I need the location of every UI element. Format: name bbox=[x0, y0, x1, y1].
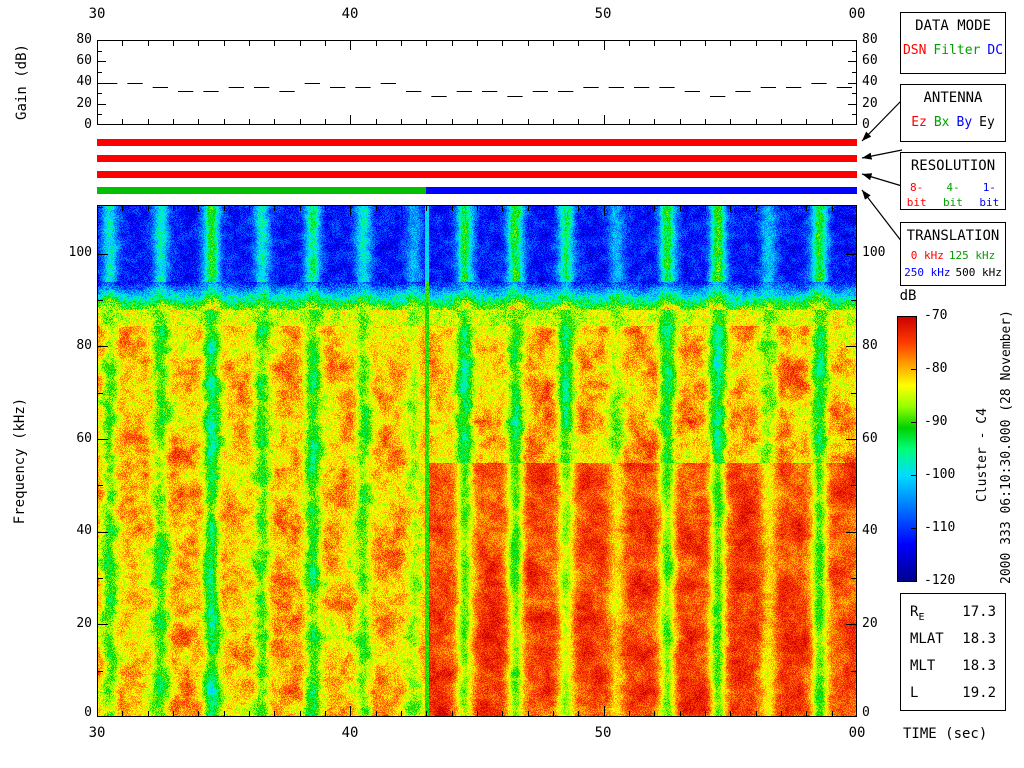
freq-ytick-100-r: 100 bbox=[862, 245, 886, 260]
freq-ytick-0-r: 0 bbox=[862, 705, 870, 720]
gain-ytick-80-l: 80 bbox=[76, 32, 92, 47]
date-label: 2000 333 06:10:30.000 (28 November) bbox=[999, 310, 1014, 584]
antenna-ey: Ey bbox=[979, 115, 995, 130]
info-row-l: L 19.2 bbox=[901, 680, 1005, 707]
cb-tick--100: -100 bbox=[924, 467, 956, 482]
gain-ytick-80-r: 80 bbox=[862, 32, 878, 47]
gain-ytick-60-l: 60 bbox=[76, 53, 92, 68]
resolution-box: RESOLUTION 8-bit 4-bit 1-bit bbox=[900, 152, 1006, 210]
gain-plot-canvas bbox=[97, 40, 857, 125]
info-value-mlt: 18.3 bbox=[962, 658, 996, 674]
translation-bar-segment bbox=[97, 187, 427, 194]
resolution-8bit: 8-bit bbox=[906, 181, 927, 209]
gain-ytick-20-r: 20 bbox=[862, 96, 878, 111]
gain-axis-label: Gain (dB) bbox=[14, 44, 30, 120]
ephemeris-box: RE 17.3 MLAT 18.3 MLT 18.3 L 19.2 bbox=[900, 593, 1006, 711]
translation-500khz: 500 kHz bbox=[955, 266, 1002, 279]
data-mode-title: DATA MODE bbox=[915, 18, 991, 34]
gain-time-tick-40: 40 bbox=[341, 6, 359, 22]
spacecraft-label: Cluster - C4 bbox=[975, 408, 990, 502]
antenna-ez: Ez bbox=[911, 115, 927, 130]
legend-callout-arrows bbox=[861, 99, 903, 243]
resolution-4bit: 4-bit bbox=[943, 181, 963, 209]
info-row-re: RE 17.3 bbox=[901, 599, 1005, 626]
antenna-title: ANTENNA bbox=[923, 90, 983, 106]
antenna-by: By bbox=[956, 115, 973, 130]
antenna-status-bar bbox=[97, 155, 857, 162]
translation-status-bar bbox=[97, 187, 857, 194]
time-tick-30: 30 bbox=[88, 725, 106, 741]
info-label-re: RE bbox=[910, 604, 925, 623]
antenna-box: ANTENNA Ez Bx By Ey bbox=[900, 84, 1006, 142]
freq-ytick-0-l: 0 bbox=[84, 705, 92, 720]
cb-tick--70: -70 bbox=[924, 308, 948, 323]
cb-tick--90: -90 bbox=[924, 414, 948, 429]
gain-ytick-60-r: 60 bbox=[862, 53, 878, 68]
freq-ytick-20-l: 20 bbox=[76, 616, 92, 631]
gain-time-tick-00: 00 bbox=[848, 6, 866, 22]
info-value-l: 19.2 bbox=[962, 685, 996, 701]
colorbar-unit-label: dB bbox=[899, 288, 917, 304]
translation-title: TRANSLATION bbox=[906, 228, 1000, 244]
info-row-mlt: MLT 18.3 bbox=[901, 653, 1005, 680]
translation-bar-segment bbox=[426, 187, 857, 194]
data-mode-box: DATA MODE DSN Filter DC bbox=[900, 12, 1006, 74]
info-value-re: 17.3 bbox=[962, 604, 996, 620]
frequency-axis-label: Frequency (kHz) bbox=[12, 397, 28, 525]
resolution-status-bar bbox=[97, 171, 857, 178]
arrow-antenna bbox=[861, 149, 903, 160]
cb-tick--80: -80 bbox=[924, 361, 948, 376]
freq-ytick-60-l: 60 bbox=[76, 431, 92, 446]
gain-ytick-20-l: 20 bbox=[76, 96, 92, 111]
gain-ytick-40-r: 40 bbox=[862, 74, 878, 89]
gain-time-tick-30: 30 bbox=[88, 6, 106, 22]
freq-ytick-60-r: 60 bbox=[862, 431, 878, 446]
antenna-bar-segment bbox=[97, 155, 857, 162]
cb-tick--110: -110 bbox=[924, 520, 956, 535]
arrow-translation bbox=[861, 189, 903, 243]
data-mode-filter: Filter bbox=[933, 43, 981, 58]
freq-ytick-40-l: 40 bbox=[76, 523, 92, 538]
translation-0khz: 0 kHz bbox=[910, 249, 944, 262]
freq-ytick-20-r: 20 bbox=[862, 616, 878, 631]
data-mode-bar-segment bbox=[97, 139, 857, 146]
info-label-l: L bbox=[910, 685, 919, 701]
gain-ytick-0-l: 0 bbox=[84, 117, 92, 132]
freq-ytick-40-r: 40 bbox=[862, 523, 878, 538]
translation-125khz: 125 kHz bbox=[948, 249, 996, 262]
translation-250khz: 250 kHz bbox=[904, 266, 951, 279]
data-mode-dc: DC bbox=[987, 43, 1004, 58]
time-tick-40: 40 bbox=[341, 725, 359, 741]
gain-time-tick-50: 50 bbox=[594, 6, 612, 22]
resolution-title: RESOLUTION bbox=[910, 158, 996, 174]
resolution-1bit: 1-bit bbox=[979, 181, 1000, 209]
gain-ytick-0-r: 0 bbox=[862, 117, 870, 132]
antenna-bx: Bx bbox=[933, 115, 950, 130]
colorbar-gradient bbox=[897, 316, 917, 582]
info-label-mlat: MLAT bbox=[910, 631, 944, 647]
resolution-bar-segment bbox=[97, 171, 857, 178]
translation-box: TRANSLATION 0 kHz 125 kHz 250 kHz 500 kH… bbox=[900, 222, 1006, 286]
freq-ytick-80-r: 80 bbox=[862, 338, 878, 353]
arrow-data-mode bbox=[861, 99, 903, 142]
data-mode-dsn: DSN bbox=[902, 43, 927, 58]
spectrogram-canvas bbox=[97, 205, 857, 717]
freq-ytick-80-l: 80 bbox=[76, 338, 92, 353]
time-tick-50: 50 bbox=[594, 725, 612, 741]
info-row-mlat: MLAT 18.3 bbox=[901, 626, 1005, 653]
time-tick-00: 00 bbox=[848, 725, 866, 741]
data-mode-status-bar bbox=[97, 139, 857, 146]
info-label-mlt: MLT bbox=[910, 658, 936, 674]
freq-ytick-100-l: 100 bbox=[68, 245, 92, 260]
info-value-mlat: 18.3 bbox=[962, 631, 996, 647]
gain-ytick-40-l: 40 bbox=[76, 74, 92, 89]
cb-tick--120: -120 bbox=[924, 573, 956, 588]
time-axis-label: TIME (sec) bbox=[903, 726, 988, 742]
arrow-resolution bbox=[861, 173, 903, 187]
